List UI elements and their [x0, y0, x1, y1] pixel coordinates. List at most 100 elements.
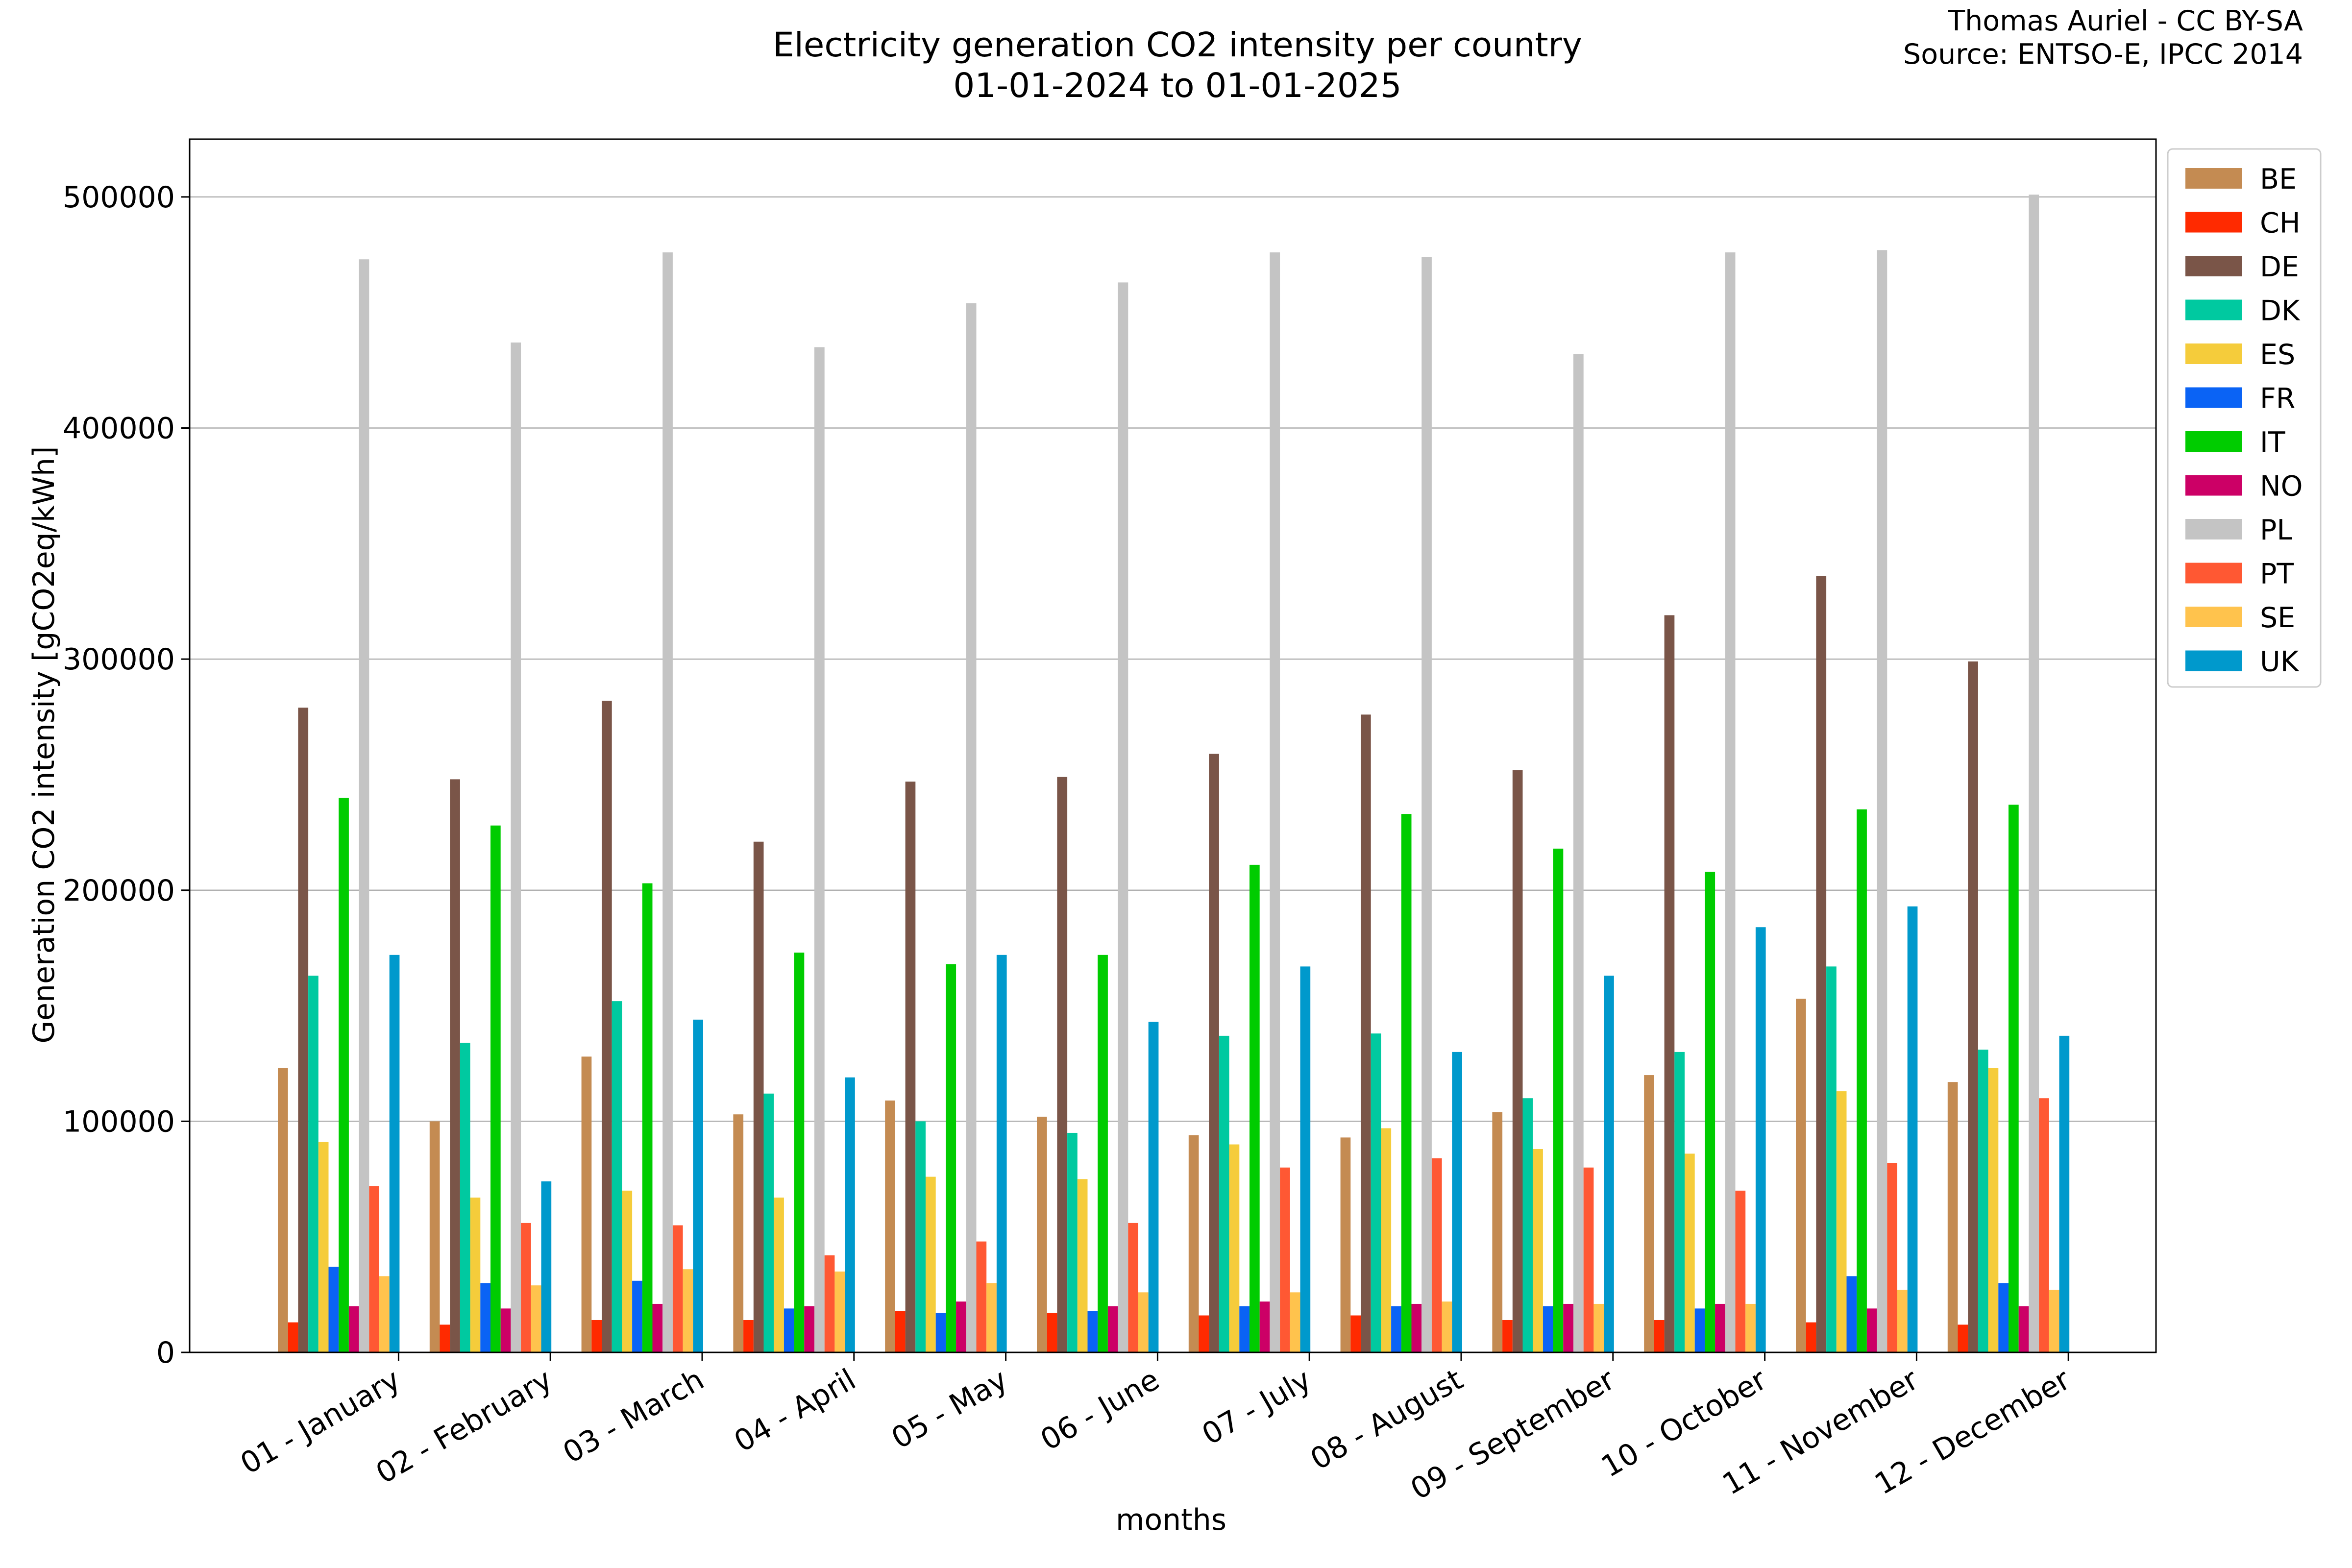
bar-ch	[1958, 1324, 1968, 1352]
bar-es	[622, 1190, 633, 1352]
bar-pl	[2029, 195, 2039, 1353]
bar-pl	[1270, 252, 1280, 1353]
bar-uk	[541, 1181, 552, 1352]
bar-fr	[1998, 1283, 2009, 1352]
y-tick-label: 500000	[63, 180, 175, 215]
bar-de	[1361, 714, 1371, 1352]
bar-es	[318, 1142, 329, 1352]
bar-dk	[915, 1121, 926, 1352]
bar-pt	[1280, 1167, 1290, 1352]
bar-it	[490, 825, 501, 1352]
bar-es	[1077, 1179, 1088, 1352]
bar-es	[1229, 1144, 1240, 1352]
bar-de	[753, 841, 764, 1352]
bar-fr	[632, 1280, 642, 1352]
bar-dk	[1826, 966, 1837, 1352]
bar-no	[500, 1308, 511, 1352]
bar-es	[774, 1198, 784, 1352]
x-tick-label: 05 - May	[886, 1362, 1013, 1456]
legend-label-fr: FR	[2260, 383, 2295, 415]
bar-be	[1947, 1082, 1958, 1352]
x-tick-label: 04 - April	[729, 1362, 862, 1459]
legend-swatch-be	[2185, 168, 2242, 189]
legend-label-be: BE	[2260, 163, 2297, 196]
bar-de	[905, 782, 916, 1352]
bar-se	[379, 1276, 390, 1352]
bar-it	[1401, 814, 1412, 1352]
legend-swatch-no	[2185, 475, 2242, 496]
bar-pt	[824, 1255, 835, 1352]
bar-no	[348, 1306, 359, 1352]
legend-swatch-de	[2185, 256, 2242, 276]
legend-swatch-ch	[2185, 212, 2242, 233]
chart-title: Electricity generation CO2 intensity per…	[773, 25, 1582, 65]
bar-be	[581, 1056, 592, 1352]
bar-es	[1988, 1068, 1999, 1352]
bar-dk	[1674, 1052, 1685, 1352]
bar-ch	[591, 1320, 602, 1352]
bar-uk	[693, 1019, 703, 1352]
bar-no	[1866, 1308, 1877, 1352]
bar-pt	[672, 1225, 683, 1352]
bar-uk	[389, 955, 400, 1352]
bar-se	[2049, 1290, 2059, 1352]
bar-fr	[1846, 1276, 1857, 1352]
bar-be	[1340, 1137, 1351, 1352]
bar-de	[298, 708, 309, 1352]
legend-swatch-es	[2185, 343, 2242, 364]
bar-dk	[1219, 1035, 1229, 1352]
bar-uk	[2059, 1035, 2070, 1352]
bar-ch	[1047, 1313, 1057, 1352]
bar-it	[1857, 809, 1867, 1352]
bar-de	[1512, 770, 1523, 1352]
bar-pl	[662, 252, 673, 1353]
bar-uk	[1452, 1052, 1462, 1352]
legend-swatch-fr	[2185, 387, 2242, 408]
bar-se	[531, 1285, 541, 1352]
legend-swatch-pl	[2185, 519, 2242, 539]
bar-dk	[460, 1043, 470, 1352]
legend-swatch-dk	[2185, 299, 2242, 320]
bar-de	[1664, 615, 1675, 1352]
bar-es	[926, 1176, 936, 1352]
bar-fr	[1087, 1311, 1098, 1352]
y-axis: 0 100000 200000 300000 400000 500000	[63, 180, 190, 1370]
legend-label-pt: PT	[2260, 558, 2294, 590]
credit-source: Source: ENTSO-E, IPCC 2014	[1903, 38, 2303, 71]
y-tick-label: 0	[156, 1336, 175, 1370]
bar-de	[1057, 777, 1068, 1352]
legend-swatch-pt	[2185, 563, 2242, 584]
bar-de	[1968, 661, 1978, 1352]
bar-no	[1259, 1301, 1270, 1352]
bar-no	[652, 1303, 663, 1352]
bar-uk	[845, 1077, 855, 1352]
x-tick-label: 03 - March	[557, 1362, 710, 1470]
legend-label-no: NO	[2260, 470, 2303, 503]
bar-de	[1209, 754, 1219, 1352]
bar-be	[1037, 1116, 1047, 1352]
bar-no	[2018, 1306, 2029, 1352]
bar-es	[1685, 1153, 1695, 1352]
bar-it	[1250, 864, 1260, 1352]
bar-fr	[480, 1283, 490, 1352]
bar-dk	[1522, 1098, 1533, 1352]
x-axis-label: months	[1116, 1503, 1226, 1537]
bar-es	[470, 1198, 481, 1352]
bar-de	[602, 701, 612, 1352]
bar-se	[986, 1283, 997, 1352]
bar-pt	[521, 1223, 531, 1352]
bar-pl	[1118, 282, 1128, 1352]
bar-pl	[1573, 354, 1584, 1352]
bar-no	[1107, 1306, 1118, 1352]
legend-box	[2167, 148, 2322, 688]
bar-be	[1492, 1112, 1503, 1352]
bar-ch	[1350, 1315, 1361, 1352]
bar-pl	[814, 347, 825, 1353]
bar-be	[733, 1114, 744, 1352]
bar-uk	[1300, 966, 1311, 1352]
bar-pl	[1421, 257, 1432, 1353]
bar-pl	[1725, 252, 1736, 1353]
bar-pt	[1128, 1223, 1138, 1352]
